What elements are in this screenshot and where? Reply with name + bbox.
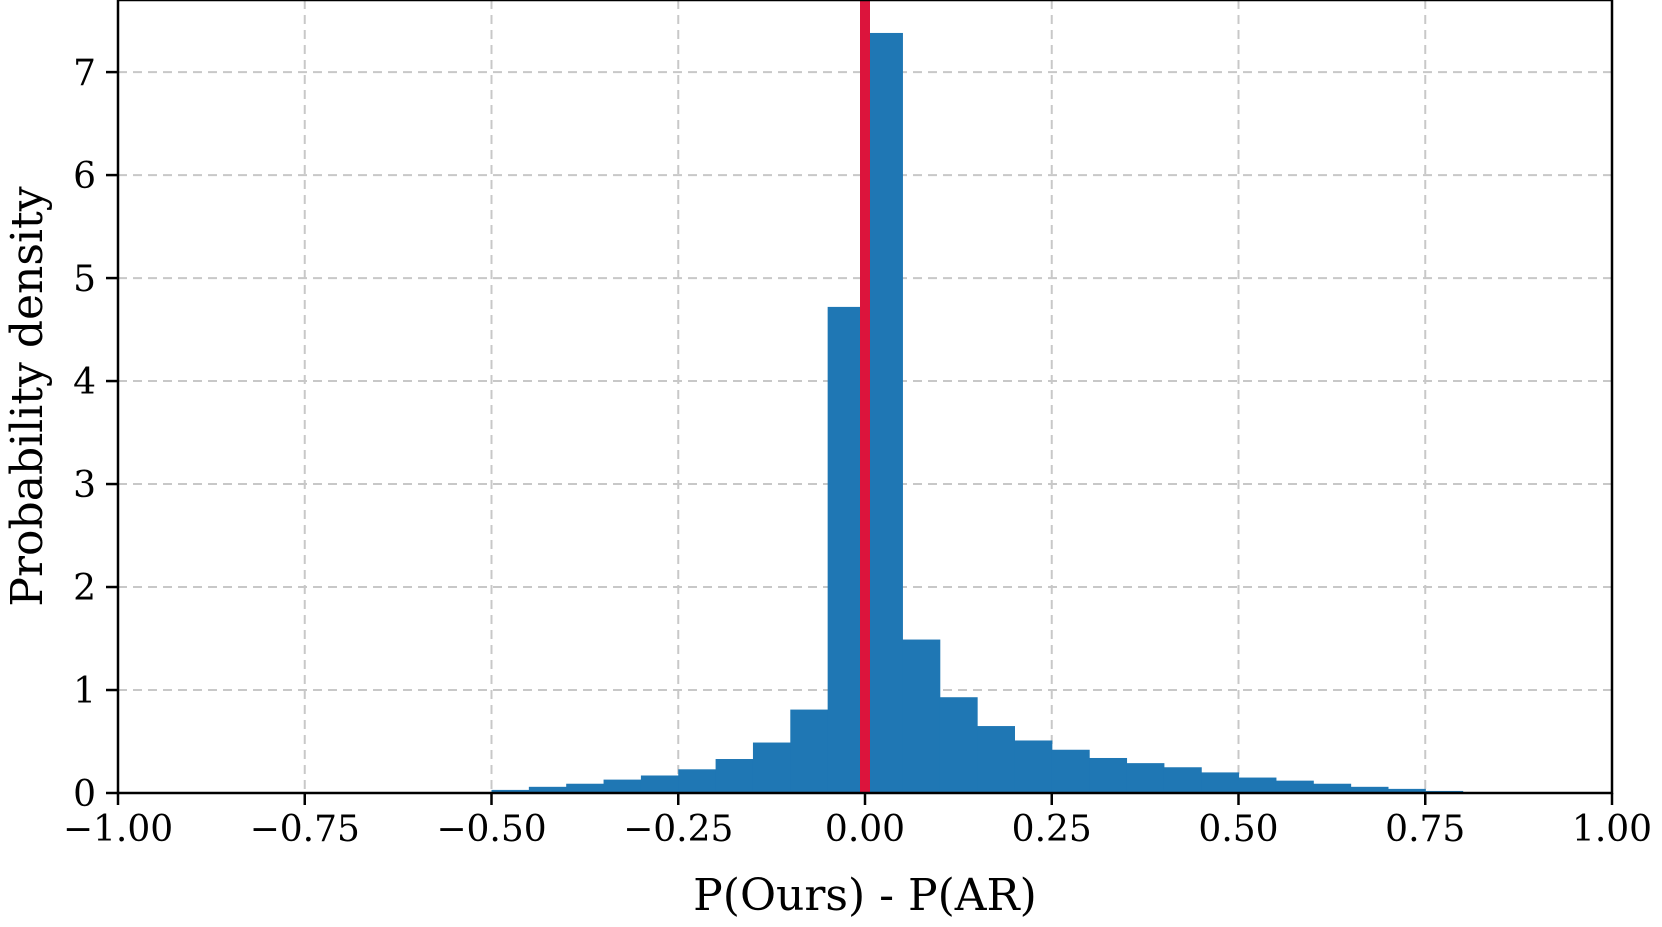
histogram-bar (1163, 767, 1202, 793)
y-axis-ticks: 0 1 2 3 4 5 6 7 (73, 53, 118, 815)
histogram-bar (715, 759, 754, 793)
x-tick-label: 0.75 (1385, 809, 1465, 850)
histogram-bar (790, 709, 829, 793)
histogram-bar (1387, 788, 1426, 793)
histogram-bar (939, 697, 978, 793)
histogram-bar (1051, 749, 1090, 793)
x-tick-label: −0.75 (250, 809, 360, 850)
histogram-bars (491, 32, 1464, 793)
histogram-bar (1238, 777, 1277, 793)
histogram-bar (1201, 772, 1240, 793)
histogram-bar (865, 32, 903, 793)
histogram-bar (1350, 786, 1389, 793)
histogram-bar (1313, 783, 1352, 793)
histogram-bar (977, 726, 1015, 793)
x-tick-label: 0.50 (1198, 809, 1278, 850)
y-tick-label: 6 (73, 156, 96, 197)
histogram-bar (603, 779, 642, 793)
x-tick-label: 0.25 (1012, 809, 1092, 850)
y-tick-label: 1 (73, 671, 96, 712)
y-tick-label: 2 (73, 568, 96, 609)
x-tick-label: 0.00 (825, 809, 905, 850)
histogram-bar (678, 769, 717, 793)
histogram-bar (491, 789, 530, 793)
y-tick-label: 3 (73, 465, 96, 506)
histogram-bar (566, 783, 605, 793)
histogram-bar (528, 786, 567, 793)
y-tick-label: 4 (73, 362, 96, 403)
y-axis-label: Probability density (2, 186, 53, 606)
x-axis-label: P(Ours) - P(AR) (693, 870, 1037, 921)
histogram-bar (1126, 763, 1165, 793)
histogram-bar (827, 306, 866, 793)
y-tick-label: 0 (73, 774, 96, 815)
histogram-bar (1089, 757, 1128, 793)
histogram-bar (640, 775, 679, 793)
x-axis-ticks: −1.00 −0.75 −0.50 −0.25 0.00 0.25 0.50 0.75 1.00 (63, 793, 1652, 850)
y-tick-label: 5 (73, 259, 96, 300)
histogram-bar (1014, 740, 1053, 793)
histogram-bar (902, 639, 941, 793)
x-tick-label: 1.00 (1572, 809, 1652, 850)
x-tick-label: −1.00 (63, 809, 173, 850)
histogram-bar (1275, 780, 1314, 793)
x-tick-label: −0.25 (623, 809, 733, 850)
y-tick-label: 7 (73, 53, 96, 94)
x-tick-label: −0.50 (436, 809, 546, 850)
histogram-bar (752, 742, 791, 793)
